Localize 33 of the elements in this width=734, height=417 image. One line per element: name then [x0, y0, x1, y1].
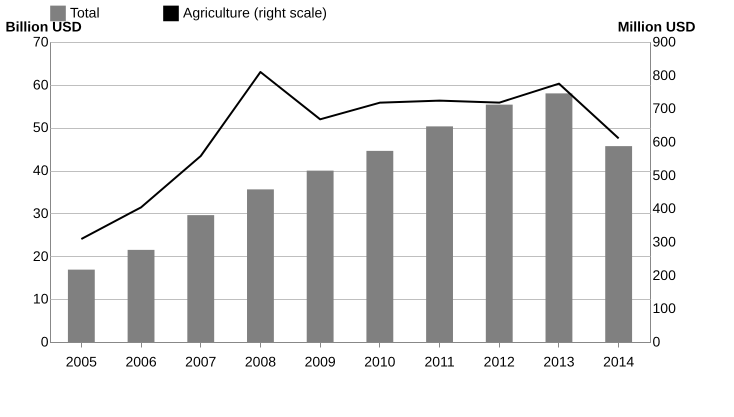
x-tick-label: 2008 [244, 354, 276, 370]
y2-tick-label: 900 [652, 34, 676, 50]
x-tick-label: 2007 [185, 354, 217, 370]
y2-tick-label: 700 [652, 100, 676, 116]
y-tick-label: 10 [32, 290, 49, 307]
y2-tick-label: 100 [652, 300, 676, 316]
y2-tick-label: 300 [652, 234, 676, 250]
line-series [80, 71, 620, 240]
x-tick-label: 2010 [364, 354, 396, 370]
x-tick-label: 2014 [603, 354, 634, 370]
y-tick-label: 20 [32, 248, 49, 264]
legend-label: Agriculture (right scale) [183, 4, 327, 20]
x-tick-label: 2013 [543, 354, 575, 370]
y2-axis-title: Million USD [618, 18, 696, 34]
x-tick-label: 2009 [304, 354, 336, 370]
x-tick-label: 2011 [424, 354, 455, 370]
y2-tick-label: 0 [652, 334, 660, 350]
x-tick-label: 2005 [66, 354, 98, 370]
y-tick-label: 40 [32, 162, 49, 178]
y2-tick-label: 500 [652, 166, 676, 183]
x-tick-label: 2006 [125, 354, 157, 370]
y-tick-label: 70 [32, 34, 49, 50]
y2-tick-label: 400 [652, 200, 676, 216]
y2-tick-label: 200 [652, 266, 676, 283]
y2-tick-label: 600 [652, 134, 676, 150]
y-axis-title: Billion USD [6, 18, 82, 34]
y-tick-label: 60 [32, 76, 49, 92]
x-tick-label: 2012 [484, 354, 516, 370]
legend-label: Total [70, 4, 100, 20]
y2-tick-label: 800 [652, 66, 676, 83]
y-tick-label: 0 [40, 334, 49, 350]
y-tick-label: 30 [32, 204, 49, 221]
y-tick-label: 50 [32, 119, 49, 136]
